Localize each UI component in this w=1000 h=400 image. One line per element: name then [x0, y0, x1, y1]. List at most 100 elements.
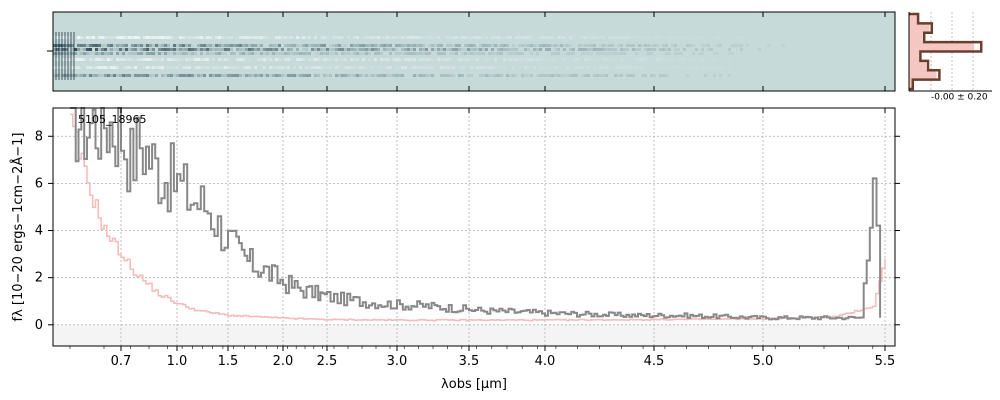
y-ticks: 0 2 4 6 8 [35, 129, 900, 333]
twod-pixel [65, 52, 68, 55]
twod-pixel [161, 44, 164, 47]
twod-pixel [731, 44, 734, 47]
twod-pixel [212, 48, 215, 51]
twod-pixel [518, 66, 521, 69]
twod-pixel [179, 48, 182, 51]
twod-pixel [317, 44, 320, 47]
profile-line [909, 12, 983, 91]
twod-pixel [362, 58, 365, 61]
twod-pixel [389, 44, 392, 47]
twod-pixel [56, 48, 59, 51]
twod-pixel [167, 74, 170, 77]
twod-pixel [167, 48, 170, 51]
twod-pixel [119, 44, 122, 47]
twod-pixel [401, 48, 404, 51]
twod-pixel [311, 66, 314, 69]
twod-pixel [653, 48, 656, 51]
twod-pixel [89, 44, 92, 47]
twod-pixel [578, 36, 581, 39]
twod-pixel [320, 48, 323, 51]
twod-pixel [392, 36, 395, 39]
twod-pixel [572, 52, 575, 55]
twod-pixel [143, 58, 146, 61]
twod-pixel [431, 48, 434, 51]
twod-pixel [500, 36, 503, 39]
twod-pixel [431, 36, 434, 39]
twod-pixel [674, 48, 677, 51]
twod-pixel [605, 48, 608, 51]
twod-core [55, 32, 57, 80]
twod-pixel [611, 48, 614, 51]
twod-pixel [335, 58, 338, 61]
twod-pixel [164, 52, 167, 55]
twod-pixel [83, 36, 86, 39]
twod-pixel [194, 58, 197, 61]
twod-pixel [197, 48, 200, 51]
twod-pixel [413, 48, 416, 51]
twod-pixel [479, 74, 482, 77]
twod-pixel [422, 52, 425, 55]
twod-pixel [83, 66, 86, 69]
twod-pixel [686, 74, 689, 77]
twod-pixel [470, 66, 473, 69]
twod-pixel [170, 74, 173, 77]
twod-pixel [566, 52, 569, 55]
twod-pixel [530, 44, 533, 47]
twod-pixel [224, 44, 227, 47]
twod-pixel [206, 44, 209, 47]
twod-pixel [302, 36, 305, 39]
twod-pixel [77, 48, 80, 51]
twod-pixel [125, 66, 128, 69]
twod-pixel [107, 58, 110, 61]
twod-pixel [245, 36, 248, 39]
twod-pixel [281, 66, 284, 69]
twod-pixel [215, 74, 218, 77]
twod-pixel [86, 36, 89, 39]
twod-pixel [320, 52, 323, 55]
twod-pixel [734, 36, 737, 39]
twod-pixel [215, 52, 218, 55]
twod-pixel [92, 44, 95, 47]
twod-x-ticks [120, 12, 886, 91]
twod-pixel [446, 44, 449, 47]
twod-pixel [134, 66, 137, 69]
twod-pixel [506, 36, 509, 39]
twod-pixel [323, 74, 326, 77]
twod-pixel [227, 48, 230, 51]
twod-pixel [548, 48, 551, 51]
twod-pixel [470, 74, 473, 77]
twod-pixel [512, 66, 515, 69]
twod-pixel [260, 58, 263, 61]
twod-pixel [200, 66, 203, 69]
twod-pixel [419, 36, 422, 39]
twod-pixel [83, 44, 86, 47]
x-tick-label: 3.5 [459, 354, 480, 369]
twod-pixel [137, 74, 140, 77]
twod-pixel [299, 52, 302, 55]
x-tick-label: 0.7 [111, 354, 132, 369]
twod-pixel [674, 52, 677, 55]
twod-pixel [779, 36, 782, 39]
twod-pixel [668, 36, 671, 39]
twod-pixel [506, 48, 509, 51]
twod-pixel [98, 74, 101, 77]
twod-pixel [308, 66, 311, 69]
twod-pixel [254, 66, 257, 69]
twod-pixel [641, 36, 644, 39]
twod-pixel [182, 52, 185, 55]
twod-pixel [266, 74, 269, 77]
twod-pixel [356, 66, 359, 69]
twod-pixel [203, 36, 206, 39]
twod-pixel [431, 66, 434, 69]
twod-pixel [656, 44, 659, 47]
twod-pixel [272, 36, 275, 39]
x-tick-label: 5.0 [753, 354, 774, 369]
twod-pixel [98, 52, 101, 55]
twod-pixel [62, 66, 65, 69]
twod-pixel [545, 66, 548, 69]
twod-pixel [551, 58, 554, 61]
x-tick-label: 4.5 [644, 354, 665, 369]
twod-pixel [53, 36, 56, 39]
twod-pixel [296, 48, 299, 51]
twod-pixel [455, 44, 458, 47]
